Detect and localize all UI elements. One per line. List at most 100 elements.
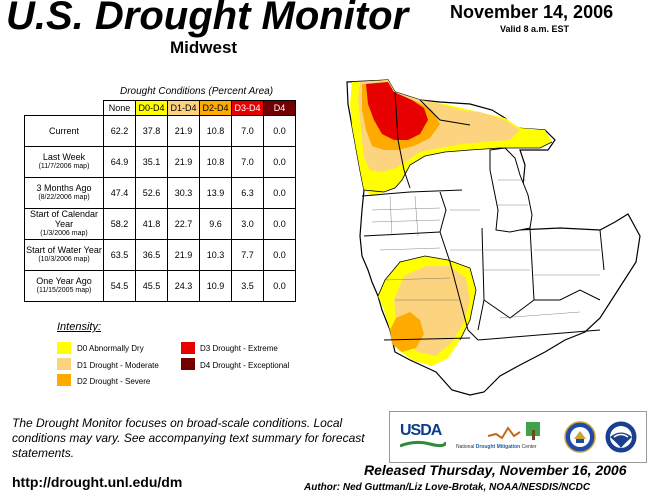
table-cell: 0.0 bbox=[263, 177, 296, 209]
table-cell: 3.5 bbox=[231, 270, 264, 302]
table-cell: 54.5 bbox=[103, 270, 136, 302]
border-mo-ar bbox=[383, 337, 471, 341]
valid-time: Valid 8 a.m. EST bbox=[500, 24, 570, 34]
table-cell: 0.0 bbox=[263, 208, 296, 240]
legend-label-d0: D0 Abnormally Dry bbox=[77, 344, 144, 353]
legend-swatch-d3 bbox=[181, 342, 195, 354]
legend-swatch-d2 bbox=[57, 374, 71, 386]
table-cell: 41.8 bbox=[135, 208, 168, 240]
drought-monitor-link[interactable]: http://drought.unl.edu/dm bbox=[12, 474, 183, 490]
row-label-sub: (10/3/2006 map) bbox=[38, 256, 90, 263]
table-corner bbox=[25, 101, 104, 116]
noaa-logo-icon bbox=[604, 420, 638, 454]
row-label-main: Start of Calendar Year bbox=[29, 209, 99, 229]
border-oh-ky bbox=[534, 289, 601, 301]
border-mn-ia bbox=[361, 191, 411, 197]
table-row: One Year Ago (11/15/2005 map) 54.5 45.5 24.3… bbox=[24, 270, 296, 302]
county-line-4 bbox=[414, 195, 419, 237]
ndmc-text-mitigation: Drought Mitigation bbox=[475, 444, 521, 450]
table-cell: 0.0 bbox=[263, 146, 296, 178]
row-label-main: Current bbox=[48, 126, 79, 136]
state-borders bbox=[361, 91, 605, 341]
ndmc-tree-icon bbox=[487, 422, 540, 440]
row-label-sub: (8/22/2006 map) bbox=[38, 194, 90, 201]
table-cell: 24.3 bbox=[167, 270, 200, 302]
county-lines bbox=[371, 179, 600, 319]
table-cell: 0.0 bbox=[263, 270, 296, 302]
usda-logo-text: USDA bbox=[400, 422, 442, 439]
table-cell: 47.4 bbox=[103, 177, 136, 209]
table-cell: 21.9 bbox=[167, 239, 200, 271]
row-label-main: One Year Ago bbox=[36, 276, 92, 286]
border-mn-wi bbox=[394, 91, 411, 189]
border-wi-il bbox=[409, 189, 463, 193]
table-cell: 35.1 bbox=[135, 146, 168, 178]
table-cell: 3.0 bbox=[231, 208, 264, 240]
table-cell: 0.0 bbox=[263, 115, 296, 147]
table-cell: 10.3 bbox=[199, 239, 232, 271]
county-line-6 bbox=[384, 277, 451, 281]
table-cell: 37.8 bbox=[135, 115, 168, 147]
table-cell: 30.3 bbox=[167, 177, 200, 209]
row-label-main: 3 Months Ago bbox=[36, 183, 92, 193]
table-cell: 21.9 bbox=[167, 146, 200, 178]
table-cell: 6.3 bbox=[231, 177, 264, 209]
border-in-ky bbox=[483, 299, 535, 319]
row-label-sub: (11/15/2005 map) bbox=[36, 287, 92, 294]
table-cell: 7.7 bbox=[231, 239, 264, 271]
legend-label-d3: D3 Drought - Extreme bbox=[200, 344, 278, 353]
author-credit: Author: Ned Guttman/Liz Love-Brotak, NOA… bbox=[304, 482, 591, 493]
border-ia-mo bbox=[363, 231, 441, 237]
footer-note: The Drought Monitor focuses on broad-sca… bbox=[12, 416, 365, 460]
release-date: Released Thursday, November 16, 2006 bbox=[364, 462, 627, 478]
table-cell: 9.6 bbox=[199, 208, 232, 240]
region-subtitle: Midwest bbox=[170, 38, 238, 57]
d2-area-southwest bbox=[390, 312, 424, 352]
table-row: Start of Calendar Year (1/3/2006 map) 58.2… bbox=[24, 208, 296, 240]
ndmc-text-national: National bbox=[456, 444, 475, 450]
table-cell: 45.5 bbox=[135, 270, 168, 302]
legend-label-d2: D2 Drought - Severe bbox=[77, 377, 151, 386]
row-label: One Year Ago (11/15/2005 map) bbox=[24, 270, 104, 302]
legend-label-d4: D4 Drought - Exceptional bbox=[200, 361, 290, 370]
map-date: November 14, 2006 bbox=[450, 2, 614, 22]
col-d4: D4 bbox=[263, 100, 296, 116]
table-cell: 7.0 bbox=[231, 146, 264, 178]
row-label: 3 Months Ago (8/22/2006 map) bbox=[24, 177, 104, 209]
table-row: Last Week (11/7/2006 map) 64.9 35.1 21.9 10.8… bbox=[24, 146, 296, 178]
table-cell: 0.0 bbox=[263, 239, 296, 271]
table-caption: Drought Conditions (Percent Area) bbox=[120, 86, 274, 97]
county-line-3 bbox=[389, 195, 393, 237]
table-cell: 10.8 bbox=[199, 146, 232, 178]
table-cell: 52.6 bbox=[135, 177, 168, 209]
table-row: Current 62.2 37.8 21.9 10.8 7.0 0.0 bbox=[24, 115, 296, 147]
row-label-sub: (1/3/2006 map) bbox=[40, 230, 88, 237]
table-cell: 36.5 bbox=[135, 239, 168, 271]
table-cell: 58.2 bbox=[103, 208, 136, 240]
table-cell: 10.9 bbox=[199, 270, 232, 302]
usda-logo: USDA bbox=[400, 422, 446, 450]
legend-swatch-d4 bbox=[181, 358, 195, 370]
row-label: Start of Water Year (10/3/2006 map) bbox=[24, 239, 104, 271]
table-cell: 22.7 bbox=[167, 208, 200, 240]
table-header-row: None D0-D4 D1-D4 D2-D4 D3-D4 D4 bbox=[25, 100, 296, 116]
table-cell: 21.9 bbox=[167, 115, 200, 147]
ndmc-text-center: Center bbox=[521, 444, 537, 450]
row-label-main: Last Week bbox=[42, 152, 86, 162]
d3-area-minnesota bbox=[366, 82, 428, 140]
col-d3-d4: D3-D4 bbox=[231, 100, 264, 116]
drought-boundaries bbox=[363, 141, 553, 341]
row-label-main: Start of Water Year bbox=[26, 245, 102, 255]
legend-title: Intensity: bbox=[57, 321, 102, 333]
border-oh-pa bbox=[599, 229, 605, 271]
table-cell: 7.0 bbox=[231, 115, 264, 147]
county-line-2 bbox=[371, 219, 441, 223]
table-cell: 63.5 bbox=[103, 239, 136, 271]
usda-swoosh-icon bbox=[400, 440, 446, 448]
border-ky-tn bbox=[477, 329, 601, 341]
row-label: Start of Calendar Year (1/3/2006 map) bbox=[24, 208, 104, 240]
row-label-sub: (11/7/2006 map) bbox=[38, 163, 90, 170]
col-d0-d4: D0-D4 bbox=[135, 100, 168, 116]
border-in-oh bbox=[529, 227, 535, 301]
border-ia-il bbox=[439, 191, 447, 233]
